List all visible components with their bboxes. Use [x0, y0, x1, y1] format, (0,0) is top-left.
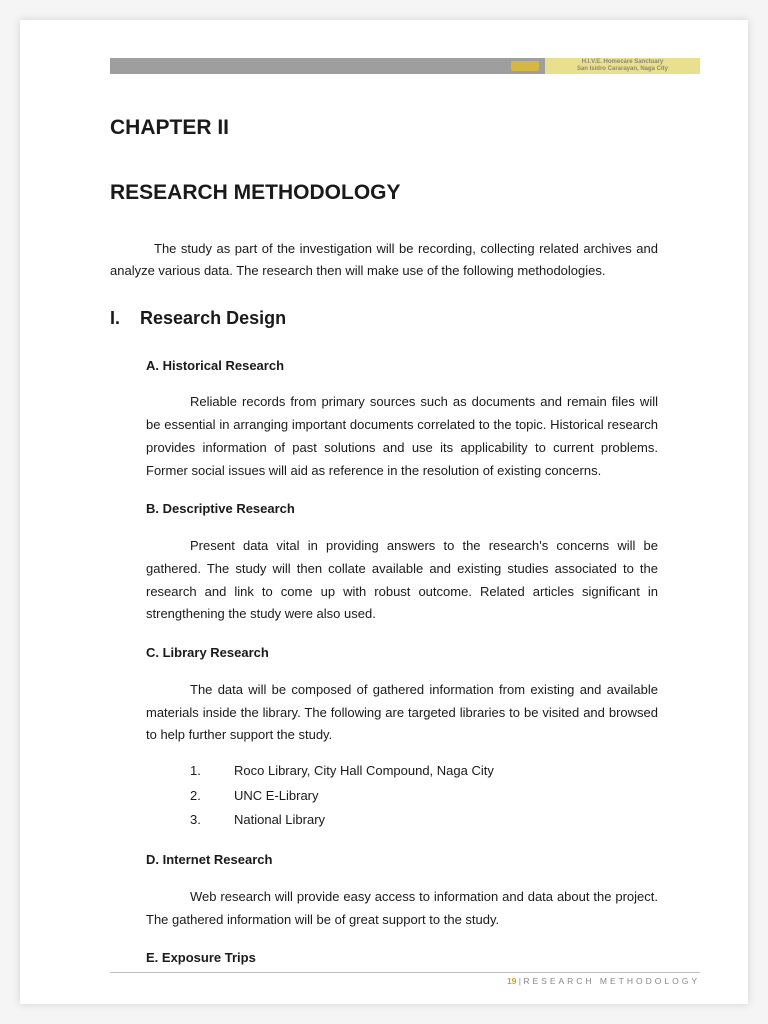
list-num: 2. — [190, 784, 206, 809]
content-area: CHAPTER II RESEARCH METHODOLOGY The stud… — [20, 74, 748, 1004]
list-item: 3. National Library — [190, 808, 658, 833]
section-title: Research Design — [140, 303, 286, 335]
heading-c: C. Library Research — [146, 642, 658, 665]
heading-d: D. Internet Research — [146, 849, 658, 872]
body-d: Web research will provide easy access to… — [146, 886, 658, 932]
subsections: A. Historical Research Reliable records … — [110, 355, 658, 971]
section-heading-row: I. Research Design — [110, 303, 658, 335]
library-list: 1. Roco Library, City Hall Compound, Nag… — [146, 759, 658, 833]
page-footer: 19 | RESEARCH METHODOLOGY — [110, 972, 700, 986]
footer-label: RESEARCH METHODOLOGY — [523, 976, 700, 986]
header-line-2: San Isidro Cararayan, Naga City — [577, 66, 668, 73]
section-roman: I. — [110, 303, 120, 335]
footer-divider — [110, 972, 700, 973]
header-gray-band — [110, 58, 545, 74]
list-item: 2. UNC E-Library — [190, 784, 658, 809]
heading-a: A. Historical Research — [146, 355, 658, 378]
header-band: H.I.V.E. Homecare Sanctuary San Isidro C… — [110, 58, 700, 74]
chapter-label: CHAPTER II — [110, 110, 658, 147]
header-yellow-label: H.I.V.E. Homecare Sanctuary San Isidro C… — [545, 58, 700, 74]
list-text: Roco Library, City Hall Compound, Naga C… — [234, 759, 494, 784]
list-num: 1. — [190, 759, 206, 784]
page-number: 19 — [507, 976, 516, 986]
list-num: 3. — [190, 808, 206, 833]
page-title: RESEARCH METHODOLOGY — [110, 175, 658, 212]
document-page: H.I.V.E. Homecare Sanctuary San Isidro C… — [20, 20, 748, 1004]
header-line-1: H.I.V.E. Homecare Sanctuary — [582, 59, 663, 66]
footer-text: 19 | RESEARCH METHODOLOGY — [110, 976, 700, 986]
heading-b: B. Descriptive Research — [146, 498, 658, 521]
body-b: Present data vital in providing answers … — [146, 535, 658, 626]
intro-paragraph: The study as part of the investigation w… — [110, 238, 658, 284]
hive-logo-icon — [511, 61, 539, 71]
list-item: 1. Roco Library, City Hall Compound, Nag… — [190, 759, 658, 784]
list-text: UNC E-Library — [234, 784, 319, 809]
body-c: The data will be composed of gathered in… — [146, 679, 658, 747]
heading-e: E. Exposure Trips — [146, 947, 658, 970]
body-a: Reliable records from primary sources su… — [146, 391, 658, 482]
list-text: National Library — [234, 808, 325, 833]
